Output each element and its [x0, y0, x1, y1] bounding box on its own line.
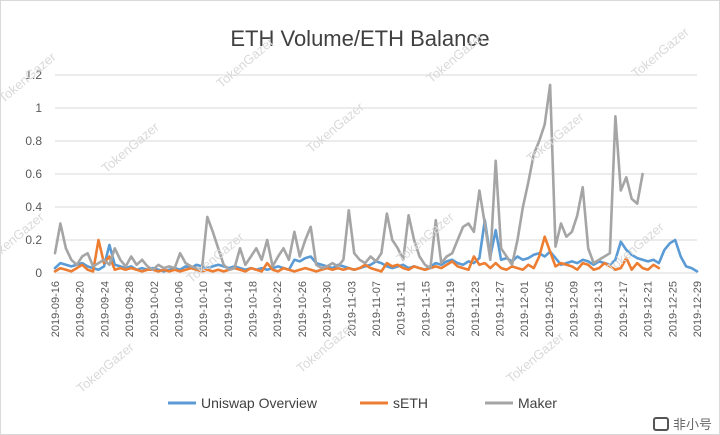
x-tick-label: 2019-11-07	[371, 281, 383, 336]
logo-icon	[652, 416, 669, 431]
legend: Uniswap Overview sETH Maker	[168, 395, 557, 411]
x-tick-label: 2019-10-14	[223, 281, 235, 337]
x-tick-label: 2019-09-24	[99, 281, 111, 337]
x-tick-label: 2019-12-29	[692, 281, 704, 337]
site-logo: 非小号	[652, 414, 712, 433]
gridlines	[55, 74, 697, 274]
x-tick-label: 2019-10-22	[272, 281, 284, 337]
logo-text: 非小号	[672, 418, 712, 433]
x-tick-label: 2019-12-17	[618, 281, 630, 337]
x-tick-label: 2019-09-28	[124, 281, 136, 337]
x-tick-label: 2019-12-01	[519, 281, 531, 337]
y-tick-label: 0.6	[25, 167, 42, 181]
y-tick-label: 0.2	[25, 233, 42, 247]
x-tick-label: 2019-11-11	[396, 281, 408, 336]
legend-label: Uniswap Overview	[201, 395, 318, 411]
y-axis: 0 0.2 0.4 0.6 0.8 1 1.2	[25, 68, 42, 280]
x-tick-label: 2019-11-27	[494, 281, 506, 336]
x-tick-label: 2019-11-19	[445, 281, 457, 336]
x-tick-label: 2019-12-25	[667, 281, 679, 337]
x-tick-label: 2019-10-06	[173, 281, 185, 337]
legend-label: Maker	[518, 395, 557, 411]
legend-label: sETH	[393, 395, 428, 411]
y-tick-label: 0.4	[25, 200, 42, 214]
y-tick-label: 1.2	[25, 68, 42, 82]
x-tick-label: 2019-11-23	[470, 281, 482, 336]
x-tick-label: 2019-10-30	[322, 281, 334, 337]
x-tick-label: 2019-11-03	[346, 281, 358, 336]
y-tick-label: 0.8	[25, 134, 42, 148]
y-tick-label: 1	[35, 101, 42, 115]
x-tick-label: 2019-10-26	[297, 281, 309, 337]
x-tick-label: 2019-09-20	[75, 281, 87, 337]
x-tick-label: 2019-11-15	[420, 281, 432, 336]
x-tick-label: 2019-09-16	[50, 281, 62, 337]
x-tick-label: 2019-10-18	[248, 281, 260, 337]
x-tick-label: 2019-10-10	[198, 281, 210, 337]
x-tick-label: 2019-12-05	[544, 281, 556, 337]
x-tick-label: 2019-12-09	[569, 281, 581, 337]
x-axis: 2019-09-16 2019-09-20 2019-09-24 2019-09-28…	[50, 281, 704, 337]
series-line-seth	[53, 235, 661, 273]
series-lines	[53, 83, 699, 273]
x-tick-label: 2019-10-02	[149, 281, 161, 337]
y-tick-label: 0	[35, 266, 42, 280]
x-tick-label: 2019-12-13	[593, 281, 605, 337]
x-tick-label: 2019-12-21	[643, 281, 655, 337]
chart-title: ETH Volume/ETH Balance	[230, 26, 489, 51]
series-line-maker	[53, 83, 644, 272]
